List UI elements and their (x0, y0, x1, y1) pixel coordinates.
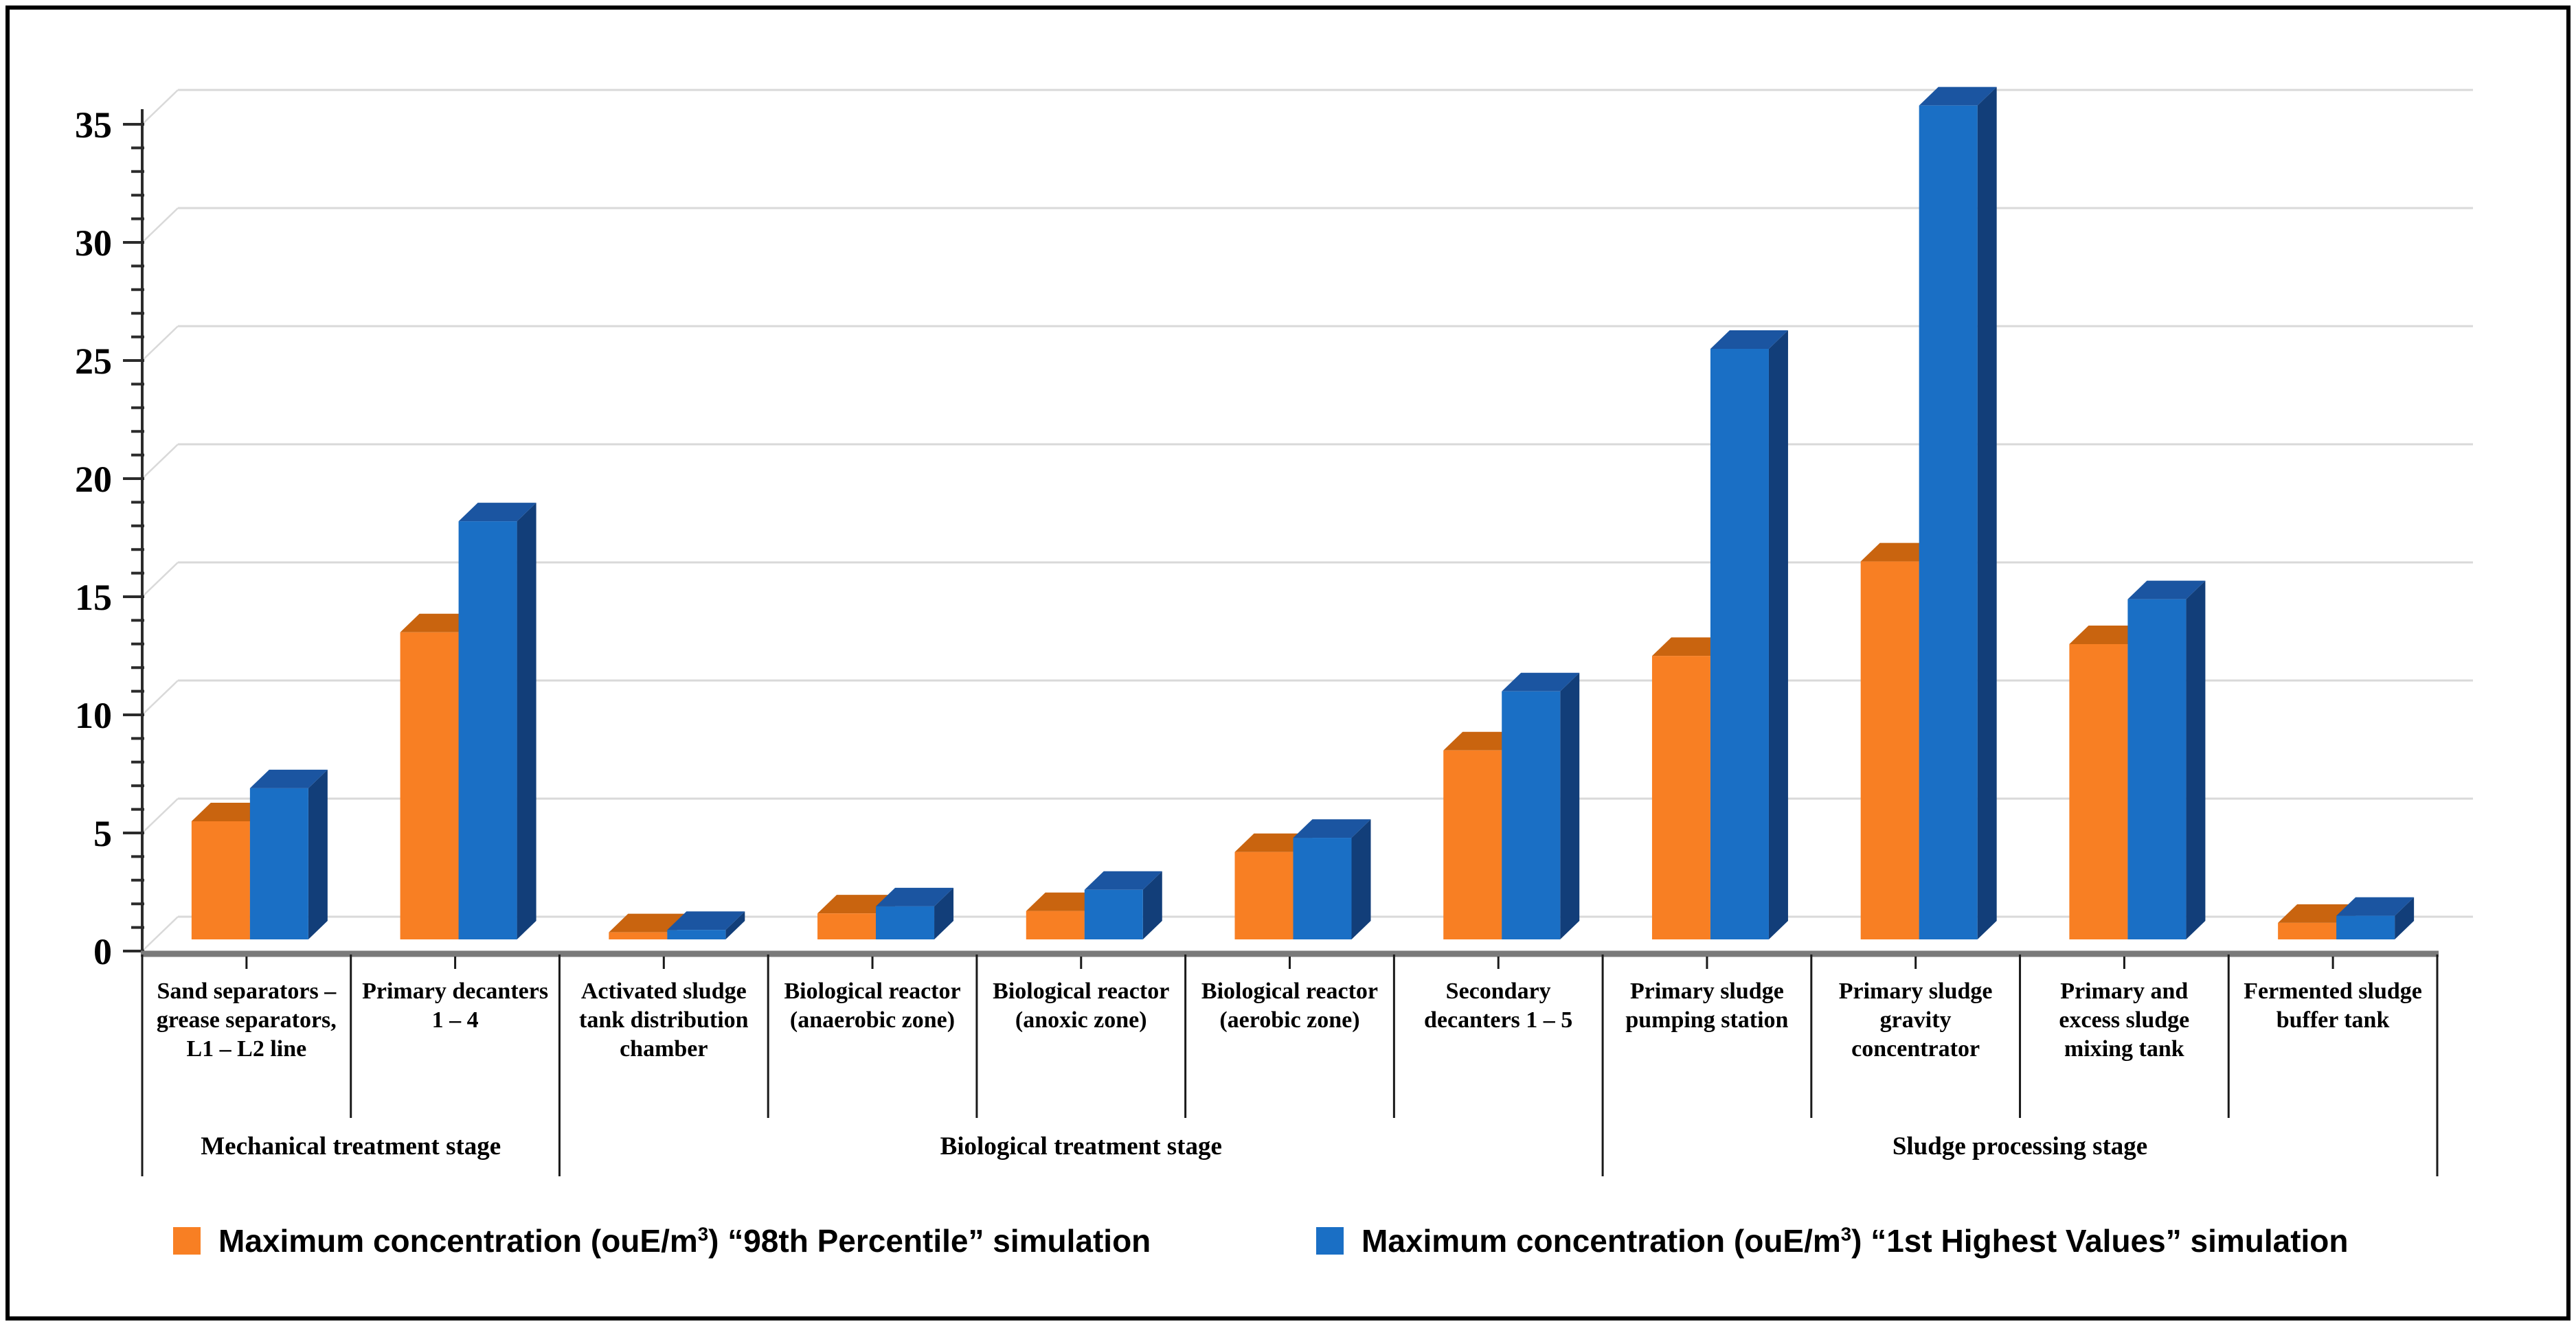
bar-1st-highest-9-front (2127, 599, 2187, 939)
bar-1st-highest-10-side (2395, 897, 2415, 939)
bar-98th-percentile-7-front (1651, 656, 1710, 939)
category-label-2: Activated sludge tank distribution chamb… (579, 979, 749, 1062)
bar-98th-percentile-0-front (191, 821, 250, 939)
category-label-6: Secondary decanters 1 – 5 (1424, 979, 1573, 1033)
gridline-connector (142, 562, 179, 597)
category-label-10: Fermented sludge buffer tank (2244, 979, 2422, 1033)
bar-1st-highest-2-side (725, 911, 745, 939)
gridline-connector (142, 444, 179, 479)
y-tick-label: 0 (93, 931, 112, 972)
bar-98th-percentile-5-top (1234, 833, 1313, 852)
bar-1st-highest-0-top (249, 769, 328, 788)
gridline-connector (142, 916, 179, 952)
bar-1st-highest-3-side (934, 887, 954, 939)
bar-98th-percentile-3-top (817, 895, 896, 914)
category-label-0: Sand separators – grease separators, L1 … (156, 979, 337, 1062)
bar-1st-highest-5-front (1293, 838, 1352, 939)
bar-1st-highest-9-top (2127, 580, 2206, 599)
bar-98th-percentile-7-top (1651, 637, 1730, 656)
legend-item-98th-percentile: Maximum concentration (ouE/m3) “98th Per… (173, 1222, 1151, 1259)
bar-1st-highest-10-top (2336, 897, 2415, 916)
bar-98th-percentile-0-top (191, 803, 269, 821)
gridline-connector (142, 798, 179, 834)
gridline-connector (142, 207, 179, 243)
legend-marker-98th-percentile-icon (173, 1227, 201, 1255)
gridline-connector (142, 89, 179, 125)
y-tick-label: 30 (75, 222, 112, 264)
bar-98th-percentile-10-front (2278, 922, 2337, 939)
bar-1st-highest-5-top (1293, 819, 1371, 838)
bar-1st-highest-4-top (1084, 871, 1162, 890)
bar-1st-highest-8-top (1919, 87, 1997, 106)
bar-98th-percentile-1-front (400, 632, 459, 939)
bar-98th-percentile-5-front (1234, 851, 1293, 939)
bar-98th-percentile-4-top (1026, 892, 1104, 911)
bar-1st-highest-1-top (458, 503, 536, 522)
bar-1st-highest-2-front (667, 930, 726, 939)
bar-1st-highest-3-front (876, 906, 935, 939)
legend-label-1st-highest: Maximum concentration (ouE/m3) “1st High… (1362, 1223, 2349, 1259)
stage-label-2: Sludge processing stage (1892, 1132, 2148, 1161)
bar-1st-highest-6-top (1502, 672, 1580, 691)
bar-1st-highest-6-front (1502, 691, 1561, 939)
bar-1st-highest-0-front (249, 788, 308, 939)
category-label-7: Primary sludge pumping station (1625, 979, 1789, 1033)
stage-label-1: Biological treatment stage (940, 1132, 1222, 1161)
y-tick-label: 10 (75, 695, 112, 736)
stage-label-0: Mechanical treatment stage (201, 1132, 501, 1161)
bar-1st-highest-4-front (1084, 889, 1143, 939)
bar-98th-percentile-2-top (609, 913, 687, 933)
bar-98th-percentile-10-top (2278, 904, 2356, 923)
bar-98th-percentile-8-front (1860, 561, 1919, 939)
legend-label-98th-percentile: Maximum concentration (ouE/m3) “98th Per… (218, 1223, 1151, 1259)
category-label-9: Primary and excess sludge mixing tank (2059, 979, 2190, 1062)
gridline-connector (142, 680, 179, 716)
bar-1st-highest-7-front (1710, 349, 1769, 939)
bar-1st-highest-3-top (876, 887, 954, 906)
bar-1st-highest-8-front (1919, 105, 1978, 940)
legend-marker-1st-highest-icon (1316, 1227, 1344, 1255)
bar-1st-highest-1-front (458, 521, 517, 939)
y-tick-label: 35 (75, 104, 112, 146)
category-label-3: Biological reactor (anaerobic zone) (784, 979, 961, 1033)
bar-98th-percentile-6-front (1443, 750, 1502, 939)
bar-1st-highest-2-top (667, 911, 745, 930)
category-label-5: Biological reactor (aerobic zone) (1201, 979, 1379, 1033)
y-tick-label: 25 (75, 341, 112, 382)
bar-1st-highest-5-side (1351, 819, 1371, 939)
bar-1st-highest-9-side (2186, 580, 2206, 939)
bar-98th-percentile-3-front (817, 913, 877, 939)
category-label-1: Primary decanters 1 – 4 (362, 979, 549, 1033)
bar-1st-highest-7-top (1710, 330, 1788, 349)
legend-item-1st-highest: Maximum concentration (ouE/m3) “1st High… (1316, 1222, 2349, 1259)
bar-1st-highest-8-side (1977, 87, 1997, 939)
category-label-4: Biological reactor (anoxic zone) (993, 979, 1170, 1033)
bar-1st-highest-1-side (517, 503, 536, 939)
category-axis-labels: Sand separators – grease separators, L1 … (142, 966, 2437, 1064)
bar-1st-highest-10-front (2336, 915, 2395, 939)
gridline-connector (142, 325, 179, 361)
bar-98th-percentile-6-top (1443, 731, 1522, 751)
bar-98th-percentile-8-top (1860, 542, 1939, 562)
legend: Maximum concentration (ouE/m3) “98th Per… (0, 1222, 2576, 1270)
bar-1st-highest-7-side (1768, 330, 1788, 939)
bar-1st-highest-0-side (308, 769, 328, 939)
bar-98th-percentile-2-front (609, 932, 668, 939)
bar-98th-percentile-9-top (2069, 626, 2147, 644)
category-label-8: Primary sludge gravity concentrator (1838, 979, 1993, 1062)
bar-1st-highest-6-side (1560, 672, 1580, 939)
bar-98th-percentile-4-front (1026, 911, 1085, 939)
chart-outer-border (5, 5, 2571, 1321)
bar-1st-highest-4-side (1142, 871, 1162, 939)
y-tick-label: 5 (93, 813, 112, 854)
bar-98th-percentile-1-top (400, 613, 478, 632)
y-tick-label: 15 (75, 577, 112, 618)
bar-98th-percentile-9-front (2069, 644, 2128, 939)
y-tick-label: 20 (75, 459, 112, 500)
